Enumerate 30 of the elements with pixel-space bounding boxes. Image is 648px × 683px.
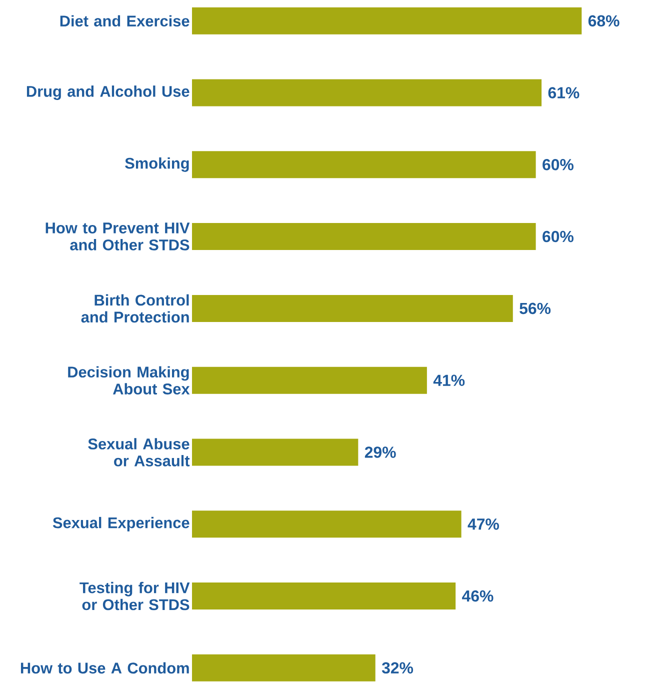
bar: [192, 79, 542, 106]
y-tick-label: Birth Control and Protection: [81, 294, 189, 323]
bar: [192, 510, 462, 538]
y-tick-label: Drug and Alcohol Use: [26, 86, 190, 100]
y-tick-label: Decision Making About Sex: [68, 366, 190, 394]
data-label: 61%: [548, 87, 580, 98]
y-tick-label: Diet and Exercise: [60, 15, 190, 27]
y-tick-label: Testing for HIV or Other STDS: [80, 582, 190, 610]
bar: [192, 654, 376, 682]
bar: [192, 366, 427, 394]
data-label: 60%: [542, 159, 574, 170]
y-tick-label: How to Prevent HIV and Other STDS: [46, 222, 190, 250]
data-label: 46%: [462, 590, 494, 602]
data-label: 60%: [542, 230, 574, 242]
y-tick-label: Sexual Experience: [52, 516, 190, 532]
y-tick-label: Smoking: [125, 157, 189, 172]
bar: [192, 151, 536, 178]
data-label: 41%: [433, 374, 465, 386]
data-label: 29%: [364, 446, 396, 458]
y-tick-label: Sexual Abuse or Assault: [88, 438, 190, 466]
bar: [192, 7, 582, 34]
data-label: 32%: [382, 662, 414, 674]
data-label: 56%: [520, 302, 551, 314]
bar: [192, 223, 536, 250]
bar: [192, 438, 358, 466]
data-label: 68%: [588, 15, 620, 26]
bar: [192, 294, 513, 322]
data-label: 47%: [468, 518, 499, 530]
bar: [192, 582, 456, 610]
y-tick-label: How to Use A Condom: [20, 662, 189, 674]
